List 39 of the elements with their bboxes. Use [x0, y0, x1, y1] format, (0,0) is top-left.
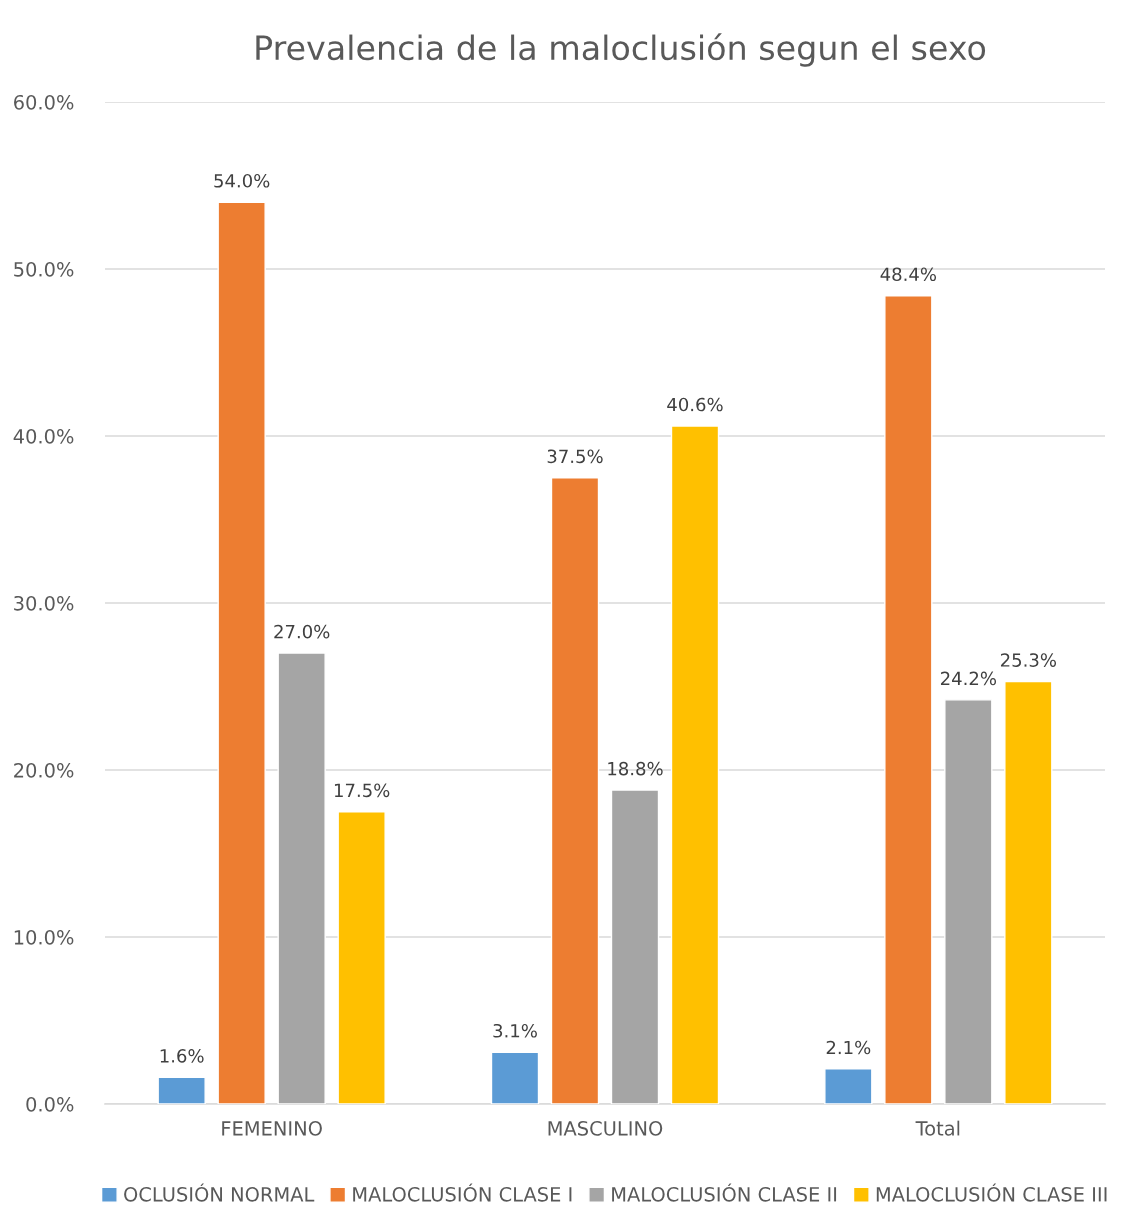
- bar: [157, 1076, 206, 1104]
- bar: [490, 1051, 540, 1104]
- x-tick-label: MASCULINO: [548, 1121, 663, 1136]
- bar: [337, 811, 386, 1104]
- bar: [217, 201, 266, 1104]
- y-tick-label: 0.0%: [26, 1096, 74, 1112]
- y-tick-label: 20.0%: [14, 762, 74, 778]
- bar: [550, 477, 600, 1104]
- legend-label: MALOCLUSIÓN CLASE I: [353, 1183, 572, 1202]
- y-tick-label: 30.0%: [14, 595, 74, 611]
- y-tick-label: 10.0%: [14, 929, 74, 945]
- data-label: 24.2%: [940, 671, 997, 686]
- bar: [1004, 680, 1053, 1104]
- data-label: 54.0%: [214, 173, 270, 188]
- y-tick-label: 40.0%: [13, 428, 74, 444]
- legend-label: OCLUSIÓN NORMAL: [124, 1183, 315, 1202]
- chart-title: Prevalencia de la maloclusión segun el sexo: [256, 33, 986, 67]
- legend-label: MALOCLUSIÓN CLASE III: [876, 1183, 1107, 1202]
- data-label: 3.1%: [493, 1023, 537, 1038]
- data-label: 17.5%: [334, 783, 390, 798]
- data-label: 2.1%: [826, 1040, 871, 1055]
- y-tick-label: 60.0%: [14, 94, 74, 110]
- bar: [884, 295, 933, 1104]
- bar: [670, 425, 720, 1104]
- legend-label: MALOCLUSIÓN CLASE II: [612, 1183, 837, 1202]
- x-tick-label: FEMENINO: [222, 1121, 322, 1136]
- bar: [610, 789, 660, 1104]
- data-label: 37.5%: [547, 449, 603, 464]
- data-label: 25.3%: [1000, 653, 1057, 667]
- bar: [277, 652, 326, 1104]
- data-label: 18.8%: [608, 761, 663, 776]
- y-tick-label: 50.0%: [14, 261, 74, 277]
- x-tick-label: Total: [915, 1120, 960, 1136]
- data-label: 40.6%: [667, 397, 723, 412]
- data-label: 1.6%: [160, 1049, 204, 1063]
- data-label: 27.0%: [274, 624, 330, 639]
- data-label: 48.4%: [880, 267, 937, 282]
- bar: [824, 1068, 873, 1104]
- bar: [944, 699, 993, 1104]
